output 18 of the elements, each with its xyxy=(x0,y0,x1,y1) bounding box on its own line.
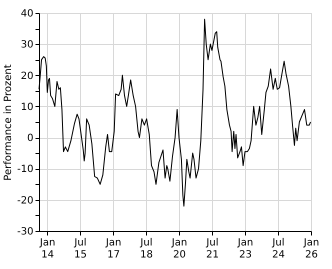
y-axis-title: Performance in Prozent xyxy=(3,64,14,181)
x-tick-label: Jul 18 xyxy=(139,238,153,260)
x-tick-label: Jul 24 xyxy=(271,238,285,260)
x-tick-label: Jul 21 xyxy=(205,238,219,260)
y-tick-label: 40 xyxy=(20,8,34,20)
y-tick-label: 0 xyxy=(27,133,34,144)
y-tick-label: -10 xyxy=(17,164,34,176)
x-tick-label: Jan 26 xyxy=(302,238,320,260)
x-tick-label: Jan 20 xyxy=(170,238,188,260)
y-tick-label: -30 xyxy=(17,226,34,238)
x-tick-label: Jan 17 xyxy=(104,238,122,260)
x-tick-label: Jan 14 xyxy=(38,238,56,260)
y-tick-label: 30 xyxy=(20,40,34,51)
x-tick-label: Jul 15 xyxy=(73,238,87,260)
y-tick-label: 20 xyxy=(20,70,34,82)
x-tick-label: Jan 23 xyxy=(236,238,254,260)
y-tick-label: -20 xyxy=(17,195,34,206)
y-tick-label: 10 xyxy=(20,102,34,113)
